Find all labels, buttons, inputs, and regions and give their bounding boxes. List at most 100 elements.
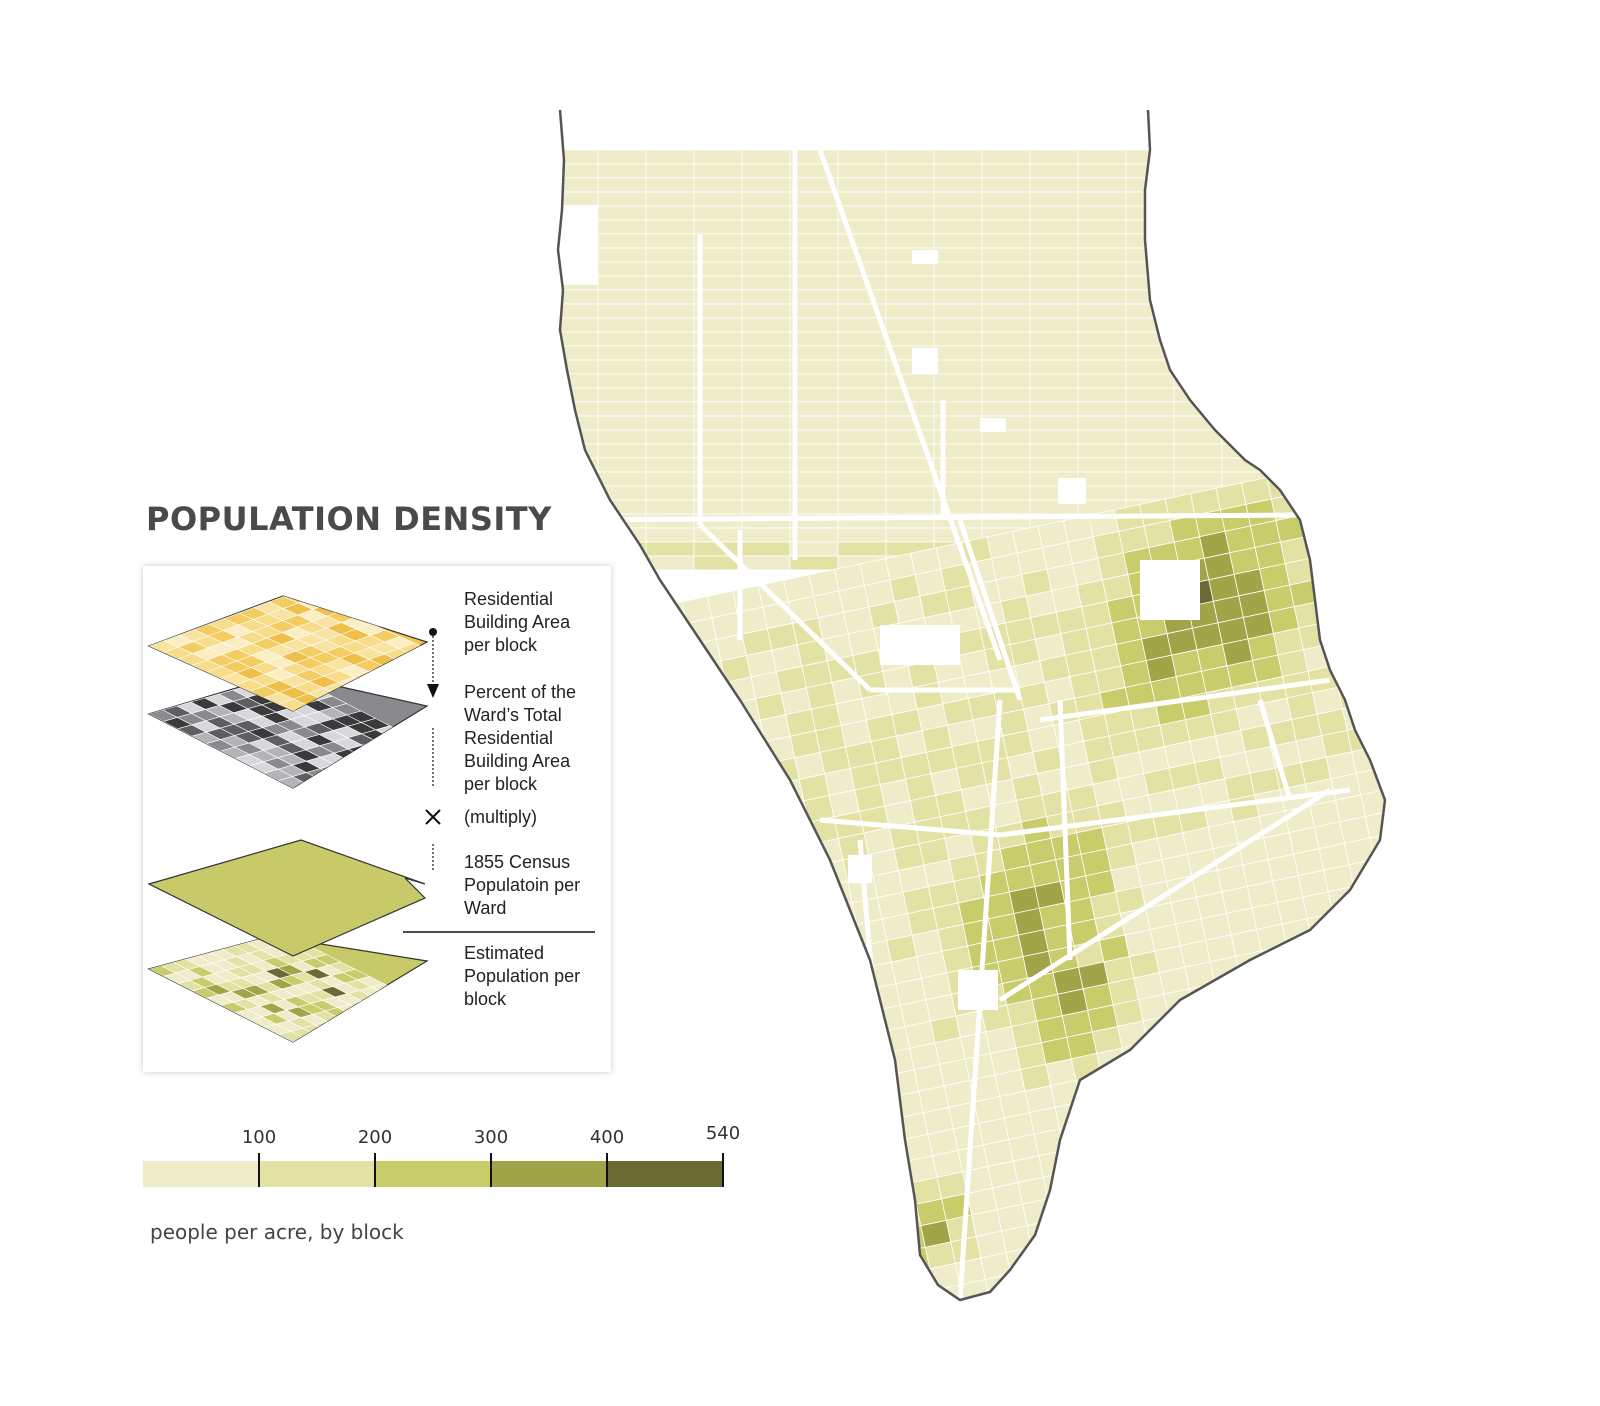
- map-block: [741, 485, 791, 501]
- map-block: [1271, 1122, 1303, 1151]
- map-block: [1125, 415, 1175, 431]
- map-block: [830, 1171, 862, 1200]
- map-block: [1119, 1155, 1151, 1184]
- map-block: [1221, 205, 1271, 221]
- map-block: [1322, 1111, 1354, 1140]
- map-block: [705, 1085, 737, 1114]
- map-block: [741, 359, 791, 375]
- map-block: [645, 1053, 677, 1082]
- map-block: [1412, 779, 1442, 806]
- map-block: [644, 671, 676, 700]
- layer-cell: [348, 767, 379, 780]
- map-block: [671, 800, 703, 829]
- map-block: [1321, 482, 1353, 511]
- map-block: [1401, 601, 1431, 628]
- map-block: [693, 163, 743, 179]
- map-block: [1269, 317, 1319, 333]
- map-block: [1147, 1036, 1179, 1065]
- map-block: [752, 805, 784, 834]
- map-block: [645, 331, 695, 347]
- map-block: [1269, 149, 1319, 165]
- map-block: [1267, 1101, 1299, 1130]
- map-block: [969, 1323, 999, 1350]
- map-block: [645, 359, 695, 375]
- map-block: [1125, 387, 1175, 403]
- map-block: [1336, 928, 1368, 957]
- map-block: [715, 881, 747, 909]
- map-block: [1348, 1106, 1380, 1135]
- map-block: [1269, 457, 1319, 473]
- map-block: [634, 875, 666, 904]
- map-block: [1324, 1246, 1356, 1275]
- map-block: [741, 429, 791, 445]
- layer-cell: [412, 649, 427, 662]
- map-block: [1077, 1208, 1109, 1237]
- map-block: [1077, 317, 1127, 333]
- map-block: [1318, 1090, 1350, 1119]
- map-block: [736, 854, 768, 883]
- map-block: [795, 1133, 827, 1162]
- map-block: [741, 289, 791, 305]
- map-block: [763, 983, 795, 1012]
- map-block: [933, 177, 983, 193]
- map-block: [701, 1064, 733, 1092]
- map-block: [1221, 247, 1271, 263]
- map-block: [885, 527, 935, 543]
- map-block: [1469, 1171, 1499, 1198]
- map-block: [1077, 457, 1127, 473]
- residential-area-layer: [147, 595, 429, 712]
- map-block: [731, 1080, 763, 1109]
- street: [1057, 699, 1073, 961]
- map-block: [872, 1366, 902, 1393]
- map-block: [1317, 331, 1367, 347]
- map-block: [1221, 289, 1271, 305]
- map-block: [741, 275, 791, 291]
- street: [1257, 699, 1293, 801]
- map-block: [899, 1246, 931, 1275]
- map-block: [747, 784, 779, 813]
- map-block: [1448, 951, 1478, 978]
- map-block: [648, 692, 680, 721]
- map-block: [1221, 233, 1271, 249]
- map-block: [1482, 1236, 1512, 1263]
- map-block: [939, 1306, 969, 1333]
- map-block: [823, 1015, 855, 1044]
- layer-cell: [373, 994, 402, 1006]
- map-block: [721, 1037, 753, 1066]
- open-space: [912, 348, 938, 374]
- map-block: [933, 205, 983, 221]
- map-block: [689, 886, 721, 915]
- map-block: [1125, 261, 1175, 277]
- map-block: [825, 1150, 857, 1178]
- map-block: [1084, 1117, 1116, 1146]
- map-block: [837, 247, 887, 263]
- layer-cell: [375, 736, 406, 749]
- map-block: [645, 247, 695, 263]
- map-block: [1377, 493, 1385, 521]
- map-block: [1029, 233, 1079, 249]
- map-block: [660, 622, 692, 651]
- map-block: [703, 951, 735, 979]
- map-block: [1399, 1096, 1429, 1123]
- map-block: [754, 940, 786, 969]
- map-block: [885, 415, 935, 431]
- map-block: [981, 219, 1031, 235]
- map-block: [1077, 275, 1127, 291]
- map-block: [1221, 163, 1271, 179]
- map-block: [691, 1021, 723, 1049]
- map-block: [1442, 795, 1472, 822]
- map-block: [770, 1139, 802, 1168]
- map-block: [839, 1214, 871, 1243]
- map-block: [835, 945, 867, 974]
- map-block: [864, 1209, 896, 1238]
- map-block: [1221, 373, 1271, 389]
- map-block: [1126, 1312, 1156, 1339]
- map-block: [1195, 1138, 1227, 1167]
- map-block: [933, 275, 983, 291]
- map-block: [1269, 177, 1319, 193]
- map-block: [693, 219, 743, 235]
- map-block: [1029, 387, 1079, 403]
- map-block: [821, 1377, 851, 1404]
- layer-cell: [326, 1017, 355, 1030]
